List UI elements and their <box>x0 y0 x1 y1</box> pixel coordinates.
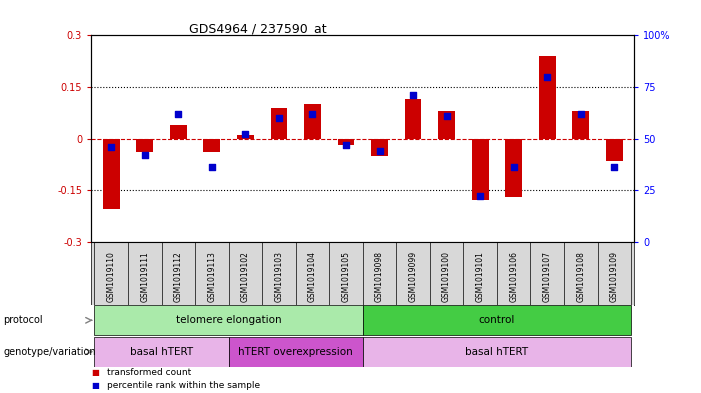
Point <box>240 131 251 138</box>
Text: GSM1019106: GSM1019106 <box>509 251 518 302</box>
Bar <box>203 138 220 152</box>
Text: GDS4964 / 237590_at: GDS4964 / 237590_at <box>189 22 327 35</box>
Text: GSM1019100: GSM1019100 <box>442 251 451 302</box>
Bar <box>95 337 229 367</box>
Text: basal hTERT: basal hTERT <box>465 347 529 357</box>
Point <box>139 152 151 158</box>
Text: GSM1019099: GSM1019099 <box>409 251 418 302</box>
Text: basal hTERT: basal hTERT <box>130 347 193 357</box>
Text: GSM1019113: GSM1019113 <box>207 251 217 302</box>
Point <box>575 110 586 117</box>
Bar <box>505 138 522 197</box>
Bar <box>572 111 589 138</box>
Point <box>106 143 117 150</box>
Point <box>542 73 553 80</box>
Point <box>608 164 620 171</box>
Text: genotype/variation: genotype/variation <box>4 347 96 357</box>
Bar <box>170 125 186 138</box>
Text: GSM1019101: GSM1019101 <box>476 251 484 302</box>
Bar <box>606 138 622 161</box>
Point <box>172 110 184 117</box>
Text: ■: ■ <box>91 382 99 390</box>
Bar <box>229 337 363 367</box>
Point <box>441 113 452 119</box>
Text: GSM1019111: GSM1019111 <box>140 251 149 302</box>
Text: GSM1019109: GSM1019109 <box>610 251 619 302</box>
Text: GSM1019110: GSM1019110 <box>107 251 116 302</box>
Bar <box>363 337 631 367</box>
Bar <box>472 138 489 200</box>
Bar <box>539 56 556 138</box>
Text: GSM1019103: GSM1019103 <box>274 251 283 302</box>
Text: transformed count: transformed count <box>107 368 191 377</box>
Point <box>273 115 285 121</box>
Bar <box>338 138 355 145</box>
Text: GSM1019108: GSM1019108 <box>576 251 585 302</box>
Point <box>407 92 418 98</box>
Bar <box>304 104 321 138</box>
Bar <box>137 138 154 152</box>
Text: control: control <box>479 315 515 325</box>
Bar <box>438 111 455 138</box>
Point <box>508 164 519 171</box>
Bar <box>237 135 254 138</box>
Text: hTERT overexpression: hTERT overexpression <box>238 347 353 357</box>
Bar <box>363 305 631 335</box>
Bar <box>404 99 421 138</box>
Text: GSM1019102: GSM1019102 <box>241 251 250 302</box>
Point <box>307 110 318 117</box>
Text: GSM1019112: GSM1019112 <box>174 251 183 302</box>
Bar <box>371 138 388 156</box>
Bar <box>271 108 287 138</box>
Point <box>341 141 352 148</box>
Text: percentile rank within the sample: percentile rank within the sample <box>107 382 259 390</box>
Point <box>475 193 486 199</box>
Text: ■: ■ <box>91 368 99 377</box>
Text: telomere elongation: telomere elongation <box>176 315 281 325</box>
Bar <box>95 305 363 335</box>
Text: GSM1019104: GSM1019104 <box>308 251 317 302</box>
Bar <box>103 138 120 209</box>
Text: GSM1019098: GSM1019098 <box>375 251 384 302</box>
Point <box>206 164 217 171</box>
Text: GSM1019105: GSM1019105 <box>341 251 350 302</box>
Text: protocol: protocol <box>4 315 43 325</box>
Text: GSM1019107: GSM1019107 <box>543 251 552 302</box>
Point <box>374 148 385 154</box>
